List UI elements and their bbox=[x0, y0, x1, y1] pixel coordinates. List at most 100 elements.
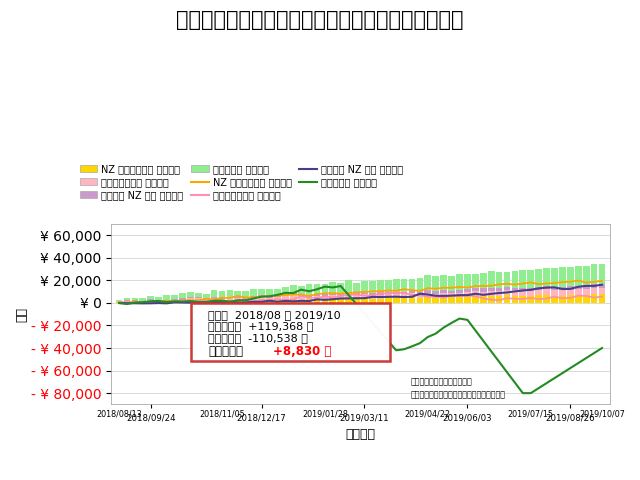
Bar bbox=[282, 297, 289, 299]
Bar bbox=[314, 294, 321, 296]
Text: 2019/04/22: 2019/04/22 bbox=[405, 409, 451, 419]
Bar bbox=[156, 301, 162, 303]
Bar bbox=[187, 297, 194, 299]
Bar bbox=[598, 288, 605, 294]
Bar bbox=[187, 292, 194, 297]
Bar bbox=[290, 293, 296, 295]
Bar bbox=[551, 268, 558, 287]
Bar bbox=[282, 287, 289, 295]
Bar bbox=[496, 288, 502, 291]
Bar bbox=[250, 296, 257, 298]
Bar bbox=[369, 299, 376, 303]
Bar bbox=[337, 299, 344, 303]
Bar bbox=[337, 283, 344, 293]
Bar bbox=[179, 293, 186, 299]
Bar bbox=[567, 295, 573, 303]
Bar bbox=[496, 272, 502, 288]
Bar bbox=[266, 297, 273, 298]
Bar bbox=[535, 290, 542, 295]
Bar bbox=[203, 298, 209, 299]
Bar bbox=[433, 276, 439, 291]
Bar bbox=[543, 286, 550, 289]
Bar bbox=[393, 298, 399, 303]
Bar bbox=[417, 278, 423, 292]
Text: 合計損益：ポジションを全決済した時の損益: 合計損益：ポジションを全決済した時の損益 bbox=[410, 390, 506, 399]
Text: 2018/11/05: 2018/11/05 bbox=[199, 409, 245, 419]
Bar bbox=[227, 290, 233, 297]
Bar bbox=[234, 300, 241, 303]
Bar bbox=[377, 299, 384, 303]
Bar bbox=[234, 298, 241, 300]
Bar bbox=[535, 287, 542, 290]
Bar bbox=[147, 296, 154, 299]
Bar bbox=[543, 268, 550, 286]
Bar bbox=[140, 298, 146, 300]
Bar bbox=[243, 298, 249, 299]
Bar bbox=[179, 299, 186, 300]
Bar bbox=[504, 290, 510, 295]
Bar bbox=[385, 294, 392, 298]
Bar bbox=[408, 279, 415, 291]
Bar bbox=[290, 295, 296, 298]
Bar bbox=[480, 273, 486, 288]
Bar bbox=[171, 301, 178, 303]
Bar bbox=[314, 284, 321, 294]
Bar bbox=[369, 295, 376, 299]
Legend: NZ ドル／米ドル 実現損益, 豪ドル／米ドル 実現損益, 豪ドル／ NZ ドル 実現損益, 豪ドル／円 実現損益, NZ ドル／米ドル 合計損益, 豪ドル／米: NZ ドル／米ドル 実現損益, 豪ドル／米ドル 実現損益, 豪ドル／ NZ ドル… bbox=[76, 160, 407, 204]
Bar bbox=[195, 298, 202, 299]
Bar bbox=[369, 281, 376, 293]
Text: トラッキングトレードの実現損益と合計損益の推移: トラッキングトレードの実現損益と合計損益の推移 bbox=[176, 10, 464, 30]
Bar bbox=[187, 299, 194, 300]
Bar bbox=[337, 293, 344, 295]
Bar bbox=[266, 300, 273, 303]
Bar bbox=[163, 300, 170, 301]
Bar bbox=[227, 298, 233, 300]
Bar bbox=[496, 291, 502, 296]
Bar bbox=[346, 280, 352, 292]
Bar bbox=[408, 291, 415, 293]
Bar bbox=[583, 295, 589, 303]
Bar bbox=[147, 300, 154, 301]
Bar bbox=[369, 293, 376, 295]
Bar bbox=[195, 293, 202, 298]
Bar bbox=[472, 296, 479, 303]
Bar bbox=[535, 268, 542, 287]
Text: 2018/08/13: 2018/08/13 bbox=[96, 409, 142, 419]
Bar bbox=[314, 299, 321, 303]
Bar bbox=[377, 292, 384, 295]
Bar bbox=[243, 290, 249, 298]
Bar bbox=[203, 299, 209, 301]
Bar bbox=[274, 289, 281, 295]
Bar bbox=[385, 298, 392, 303]
Bar bbox=[250, 289, 257, 296]
Bar bbox=[393, 294, 399, 298]
Bar bbox=[274, 295, 281, 297]
Bar bbox=[472, 274, 479, 288]
Bar bbox=[401, 279, 408, 292]
Bar bbox=[520, 291, 526, 296]
Bar bbox=[377, 280, 384, 292]
Bar bbox=[203, 301, 209, 303]
Bar bbox=[488, 291, 495, 297]
Bar bbox=[520, 288, 526, 291]
Bar bbox=[385, 292, 392, 294]
Bar bbox=[440, 297, 447, 303]
Bar bbox=[480, 296, 486, 303]
Bar bbox=[504, 272, 510, 288]
Bar bbox=[243, 299, 249, 301]
Bar bbox=[433, 294, 439, 298]
Bar bbox=[290, 298, 296, 303]
Bar bbox=[417, 298, 423, 303]
Bar bbox=[124, 301, 131, 303]
Bar bbox=[583, 286, 589, 289]
Bar bbox=[535, 295, 542, 303]
Bar bbox=[543, 295, 550, 303]
Bar bbox=[511, 271, 518, 288]
Bar bbox=[520, 270, 526, 288]
Bar bbox=[353, 293, 360, 295]
Bar bbox=[511, 290, 518, 296]
Bar bbox=[393, 292, 399, 294]
FancyBboxPatch shape bbox=[191, 303, 390, 361]
Bar bbox=[480, 291, 486, 296]
Bar bbox=[575, 265, 582, 286]
